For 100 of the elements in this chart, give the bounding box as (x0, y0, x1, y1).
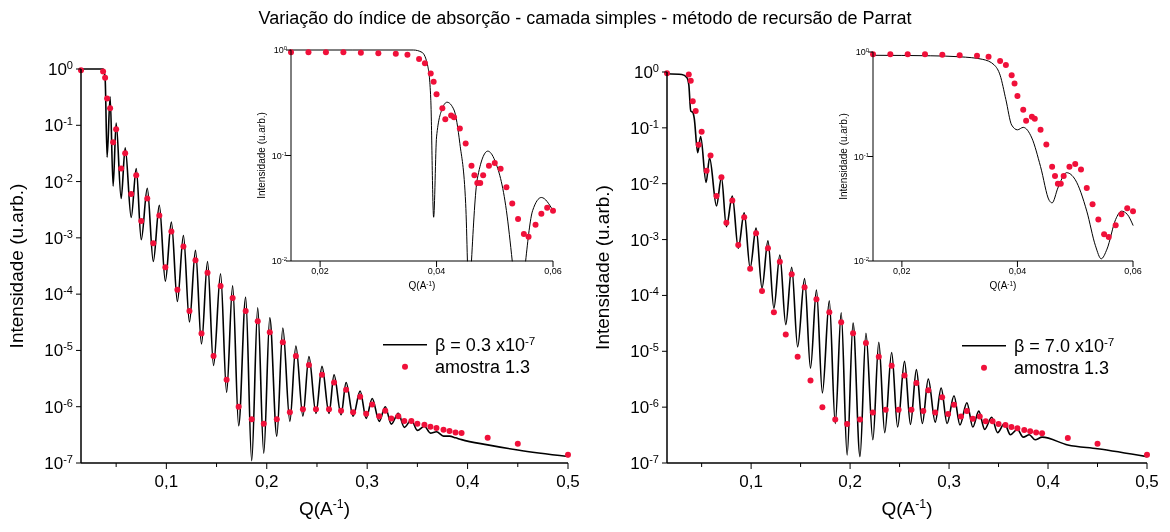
x-axis-title: Q(A$^{-1}$) (881, 497, 933, 519)
legend-label: β = 0.3 x10$^{-7}$ (435, 333, 536, 355)
point (1118, 211, 1125, 218)
y-tick-label: 10$^{0}$ (855, 47, 870, 58)
point (404, 51, 411, 58)
y-tick-label: 10$^{-4}$ (630, 285, 659, 306)
x-axis-title: Q(A$^{-1}$) (989, 279, 1017, 291)
point (520, 231, 527, 238)
point (1002, 62, 1009, 69)
point (1105, 233, 1112, 240)
x-tick-label: 0,1 (154, 472, 179, 491)
point (525, 233, 532, 240)
y-axis-title: Intensidade (u.arb.) (838, 113, 849, 200)
point (427, 70, 434, 77)
y-tick-label: 10$^{-5}$ (44, 340, 73, 361)
y-tick-label: 10$^{-7}$ (630, 452, 659, 473)
legend-label: amostra 1.3 (1014, 357, 1110, 378)
x-tick-label: 0,06 (544, 266, 562, 276)
point (997, 58, 1004, 65)
x-tick-label: 0,5 (1135, 472, 1159, 491)
point (322, 49, 329, 56)
point (503, 184, 510, 191)
point (430, 78, 437, 85)
point (468, 162, 475, 169)
point (1037, 126, 1044, 133)
point (497, 165, 504, 172)
point (1014, 92, 1021, 99)
y-axis-title: Intensidade (u.arb.) (592, 185, 613, 350)
point (1095, 216, 1102, 223)
point (532, 221, 539, 228)
point (1052, 173, 1058, 180)
point (1011, 80, 1018, 87)
point (956, 52, 963, 59)
y-tick-label: 10$^{-6}$ (44, 396, 73, 417)
point (939, 51, 946, 58)
point (509, 200, 516, 207)
point (305, 49, 312, 56)
point (515, 216, 522, 223)
y-tick-label: 10$^{-7}$ (44, 452, 73, 473)
x-tick-label: 0,4 (1036, 472, 1060, 491)
point (462, 140, 469, 147)
point (1078, 166, 1084, 173)
x-tick-label: 0,3 (355, 472, 379, 491)
y-tick-label: 10$^{-1}$ (271, 150, 287, 161)
legend-label: β = 7.0 x10$^{-7}$ (1014, 334, 1115, 356)
y-tick-label: 10$^{-2}$ (44, 171, 73, 192)
point (439, 105, 446, 112)
point (375, 50, 382, 57)
point (491, 159, 498, 166)
point (1066, 163, 1073, 170)
point (904, 51, 911, 58)
x-tick-label: 0,04 (427, 266, 446, 276)
y-tick-label: 10$^{-4}$ (44, 284, 73, 305)
x-tick-label: 0,1 (739, 472, 763, 491)
point (1072, 160, 1079, 167)
y-tick-label: 10$^{-2}$ (630, 173, 659, 194)
y-tick-label: 10$^{-6}$ (630, 397, 659, 418)
x-tick-label: 0,02 (311, 266, 329, 276)
y-axis-title: Intensidade (u.arb.) (256, 112, 267, 199)
y-tick-label: 10$^{-1}$ (44, 115, 73, 136)
point (442, 116, 449, 123)
x-tick-label: 0,02 (893, 266, 911, 276)
y-axis-title: Intensidade (u.arb.) (6, 183, 27, 349)
x-tick-label: 0,2 (838, 472, 862, 491)
point (1049, 163, 1056, 170)
point (416, 56, 423, 63)
point (538, 210, 545, 217)
point (357, 49, 364, 56)
x-tick-label: 0,04 (1008, 266, 1027, 276)
point (985, 53, 992, 60)
point (550, 207, 556, 214)
x-tick-label: 0,06 (1124, 266, 1142, 276)
point (433, 91, 440, 98)
point (1112, 222, 1119, 229)
x-tick-label: 0,3 (937, 472, 961, 491)
y-tick-label: 10$^{-5}$ (630, 341, 659, 362)
point (340, 49, 347, 56)
y-tick-label: 10$^{-3}$ (630, 229, 659, 250)
x-tick-label: 0,5 (556, 472, 580, 491)
y-tick-label: 10$^{-2}$ (853, 256, 869, 267)
legend-label: amostra 1.3 (435, 356, 531, 377)
point (1130, 208, 1136, 215)
point (1083, 184, 1090, 191)
point (1020, 106, 1027, 113)
point (421, 60, 428, 67)
point (456, 125, 463, 132)
point (974, 52, 980, 59)
point (1089, 201, 1096, 208)
point (922, 51, 928, 58)
point (1008, 72, 1015, 79)
y-tick-label: 10$^{0}$ (273, 45, 288, 56)
x-axis-title: Q(A$^{-1}$) (298, 497, 351, 519)
point (485, 162, 492, 169)
x-tick-label: 0,2 (254, 472, 279, 491)
x-tick-label: 0,4 (455, 472, 480, 491)
y-tick-label: 10$^{-2}$ (271, 256, 287, 267)
chart-title: Variação do índice de absorção - camada simples - método de recursão de Parrat (258, 8, 912, 28)
y-tick-label: 10$^{0}$ (47, 58, 73, 79)
y-tick-label: 10$^{0}$ (633, 61, 659, 82)
point (1023, 117, 1030, 124)
